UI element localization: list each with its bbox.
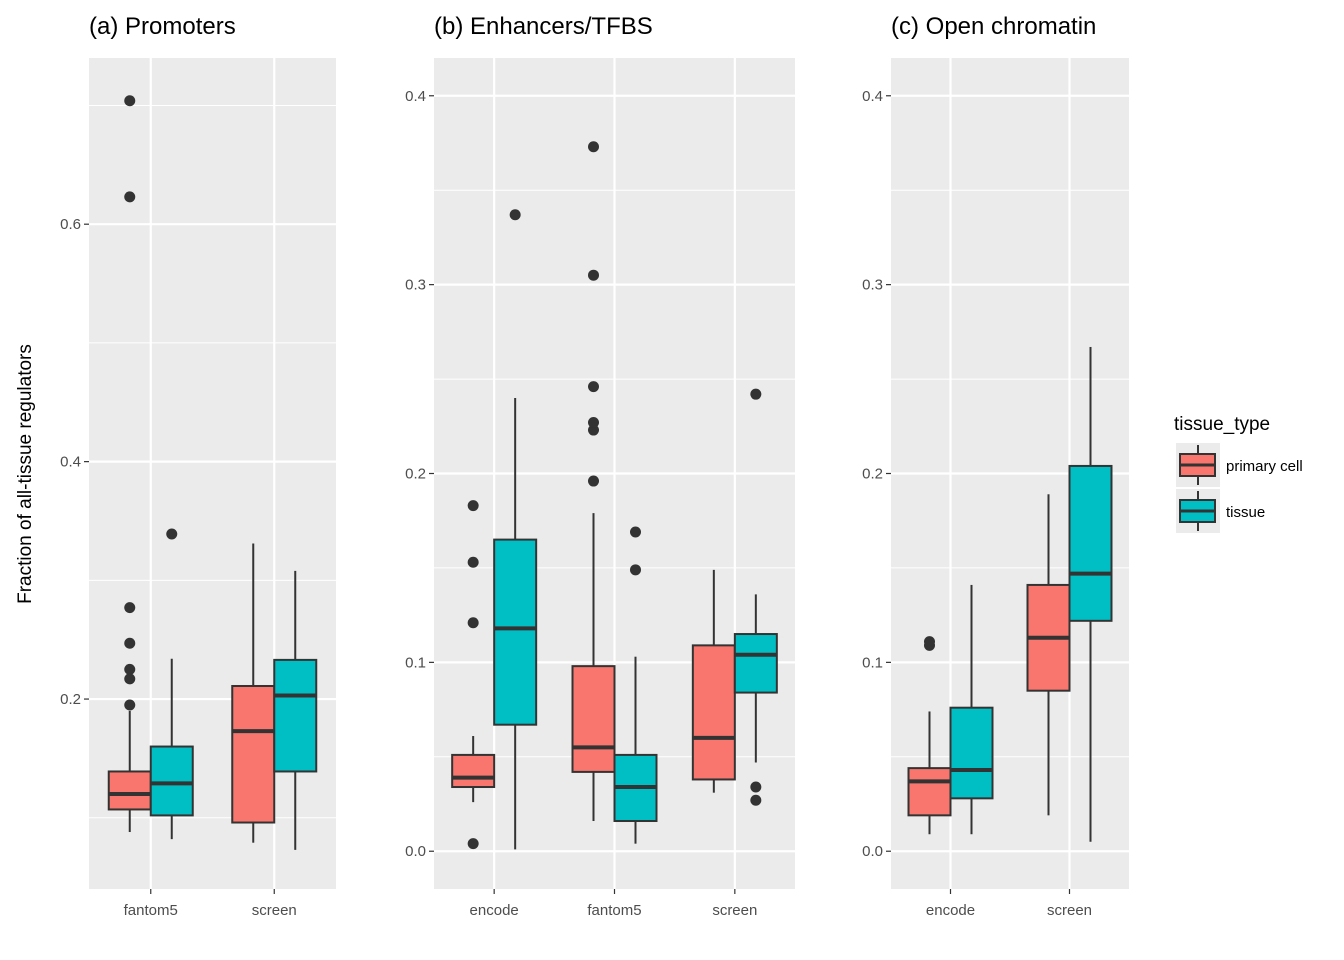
- outlier-point: [124, 637, 136, 649]
- y-tick-label: 0.3: [405, 277, 426, 294]
- y-tick-label: 0.2: [405, 466, 426, 483]
- box-fantom5-tissue: [613, 526, 658, 844]
- outlier-point: [588, 417, 599, 429]
- y-tick-label: 0.2: [862, 466, 883, 483]
- box-iqr: [493, 538, 538, 726]
- outlier-point: [588, 424, 599, 436]
- y-tick-label: 0.0: [405, 843, 426, 860]
- box-iqr: [1068, 464, 1113, 622]
- box-iqr: [231, 684, 276, 824]
- box-fantom5-tissue: [149, 528, 194, 840]
- y-tick-label: 0.2: [60, 691, 81, 708]
- x-tick-label-fantom5: fantom5: [124, 902, 178, 919]
- box-screen-primary-cell: [691, 569, 736, 793]
- outlier-point: [124, 673, 136, 685]
- x-tick-label-encode: encode: [470, 902, 519, 919]
- outlier-point: [630, 526, 641, 538]
- legend-item-tissue: tissue: [1176, 489, 1265, 533]
- y-tick-label: 0.3: [862, 277, 883, 294]
- box-fantom5-primary-cell: [107, 95, 152, 833]
- outlier-point: [467, 556, 479, 568]
- panel-3: 0.0 0.1 0.2 0.3 0.4 encode screen (c) Open chro…: [862, 13, 1129, 919]
- outlier-point: [166, 528, 178, 540]
- outlier-point: [467, 500, 479, 512]
- y-tick-label: 0.4: [862, 88, 883, 105]
- box-encode-tissue: [949, 584, 994, 835]
- x-tick-label-screen: screen: [1047, 902, 1092, 919]
- x-tick-label-fantom5: fantom5: [587, 902, 641, 919]
- y-tick-label: 0.4: [60, 454, 81, 471]
- box-iqr: [149, 745, 194, 817]
- y-tick-label: 0.0: [862, 843, 883, 860]
- y-tick-label: 0.4: [405, 88, 426, 105]
- box-iqr: [571, 665, 616, 773]
- y-tick-label: 0.1: [405, 654, 426, 671]
- panel-title: (c) Open chromatin: [891, 13, 1096, 40]
- outlier-point: [509, 209, 521, 221]
- box-iqr: [273, 658, 318, 773]
- box-fantom5-primary-cell: [571, 141, 616, 822]
- box-iqr: [907, 767, 952, 817]
- panel-title: (b) Enhancers/TFBS: [434, 13, 653, 40]
- box-iqr: [949, 706, 994, 800]
- outlier-point: [124, 602, 136, 614]
- x-tick-label-screen: screen: [252, 902, 297, 919]
- outlier-point: [588, 475, 599, 487]
- legend-title: tissue_type: [1174, 414, 1270, 435]
- outlier-point: [124, 191, 136, 203]
- box-iqr: [733, 633, 778, 694]
- box-screen-tissue: [733, 388, 778, 806]
- outlier-point: [124, 663, 136, 675]
- outlier-point: [467, 617, 479, 629]
- box-iqr: [691, 644, 736, 781]
- box-screen-tissue: [1068, 346, 1113, 842]
- y-tick-label: 0.6: [60, 216, 81, 233]
- y-tick-label: 0.1: [862, 654, 883, 671]
- panel-1: 0.2 0.4 0.6 fantom5 screen (a) Promoters: [60, 13, 336, 919]
- outlier-point: [924, 636, 935, 648]
- outlier-point: [750, 794, 762, 806]
- box-screen-primary-cell: [1026, 494, 1071, 816]
- outlier-point: [588, 141, 599, 153]
- outlier-point: [588, 381, 599, 393]
- x-tick-label-screen: screen: [712, 902, 757, 919]
- x-tick-label-encode: encode: [926, 902, 975, 919]
- outlier-point: [750, 388, 762, 400]
- box-iqr: [107, 770, 152, 811]
- panel-title: (a) Promoters: [89, 13, 236, 40]
- outlier-point: [124, 699, 136, 711]
- y-axis-title: Fraction of all-tissue regulators: [15, 344, 36, 604]
- outlier-point: [467, 838, 479, 850]
- outlier-point: [750, 781, 762, 793]
- legend-label: primary cell: [1226, 458, 1303, 475]
- legend-label: tissue: [1226, 504, 1265, 521]
- panel-2: 0.0 0.1 0.2 0.3 0.4 encode fantom5 screen (b) En…: [405, 13, 795, 919]
- legend-item-primary-cell: primary cell: [1176, 443, 1303, 487]
- outlier-point: [588, 269, 599, 281]
- outlier-point: [124, 95, 136, 107]
- box-encode-primary-cell: [451, 500, 496, 850]
- box-screen-tissue: [273, 570, 318, 850]
- box-encode-primary-cell: [907, 636, 952, 835]
- outlier-point: [630, 564, 641, 576]
- box-iqr: [451, 753, 496, 789]
- box-encode-tissue: [493, 209, 538, 850]
